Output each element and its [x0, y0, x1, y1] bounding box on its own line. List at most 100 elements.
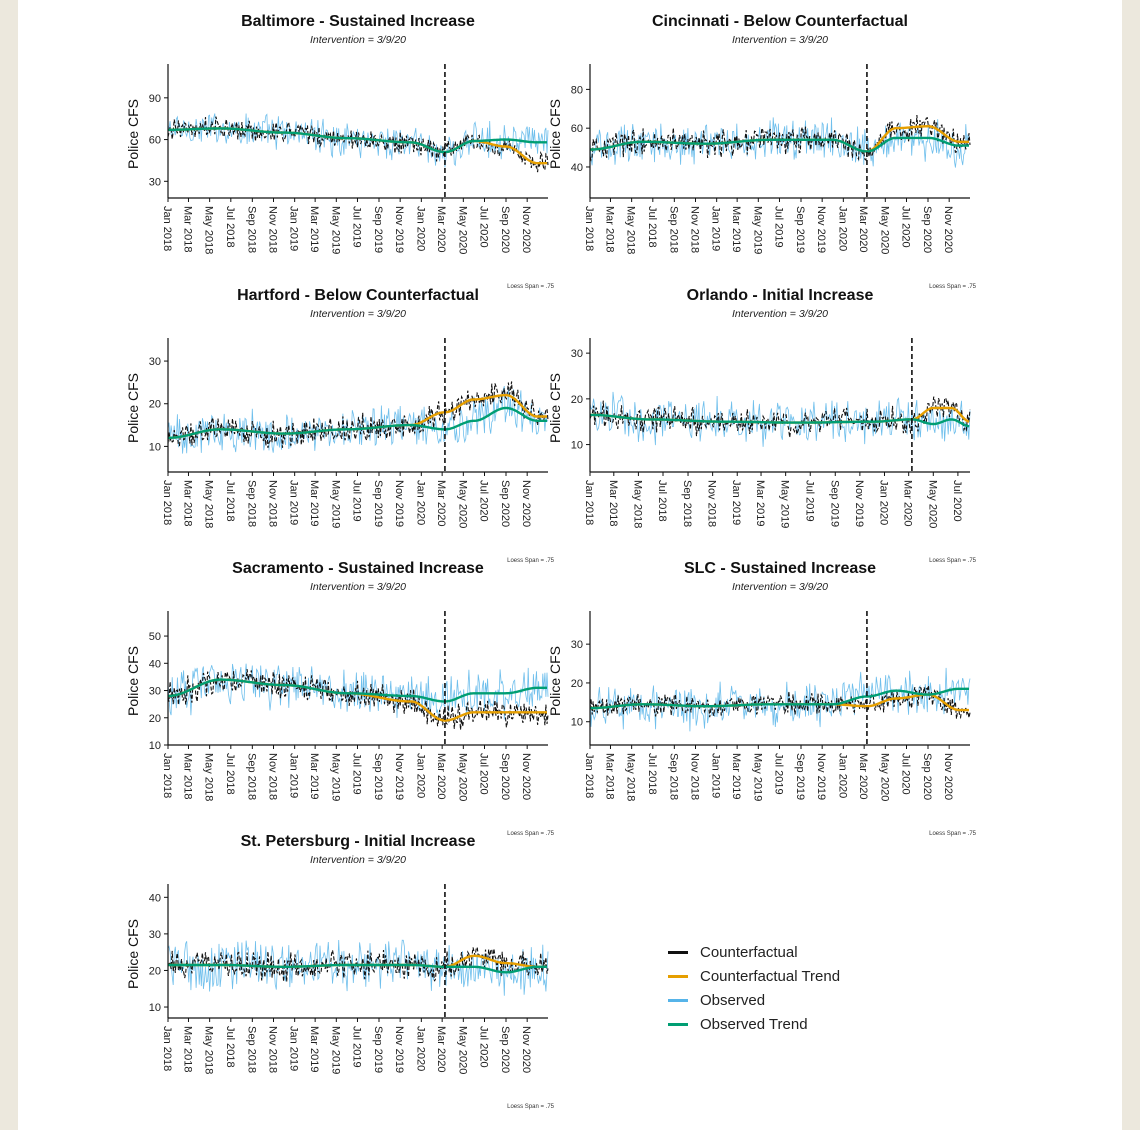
x-tick-label: Mar 2018 — [181, 753, 193, 799]
legend-label: Counterfactual — [700, 943, 798, 961]
x-tick-label: Jul 2020 — [477, 753, 489, 795]
x-tick-label: May 2020 — [456, 1026, 468, 1074]
x-tick-label: Mar 2018 — [603, 206, 615, 252]
x-tick-label: Jul 2020 — [477, 480, 489, 522]
x-tick-label: Nov 2018 — [706, 480, 718, 527]
x-tick-label: Nov 2020 — [520, 206, 532, 253]
y-axis-label: Police CFS — [125, 919, 141, 989]
x-tick-label: Nov 2020 — [942, 206, 954, 253]
loess-span-caption: Loess Span = .75 — [507, 1104, 555, 1110]
y-axis-label: Police CFS — [547, 646, 563, 716]
chart-subtitle: Intervention = 3/9/20 — [732, 581, 828, 593]
observed-trend-line — [590, 413, 970, 428]
x-tick-label: Jul 2018 — [646, 753, 658, 795]
legend-label: Observed — [700, 991, 766, 1009]
observed-trend-line — [590, 136, 969, 153]
x-tick-label: Jul 2018 — [646, 206, 658, 248]
x-tick-label: Nov 2020 — [520, 753, 532, 800]
x-tick-label: May 2020 — [878, 753, 890, 801]
x-tick-label: Jan 2018 — [161, 206, 173, 251]
x-tick-label: Sep 2020 — [499, 206, 511, 253]
chart-subtitle: Intervention = 3/9/20 — [310, 308, 406, 320]
y-tick-label: 60 — [149, 135, 161, 147]
y-tick-label: 10 — [149, 1002, 161, 1014]
x-tick-label: Jan 2019 — [288, 1026, 300, 1071]
chart-subtitle: Intervention = 3/9/20 — [732, 34, 828, 46]
legend-swatch-counterfactual-trend — [668, 974, 688, 978]
x-tick-label: May 2019 — [329, 206, 341, 254]
loess-span-caption: Loess Span = .75 — [929, 831, 977, 837]
loess-span-caption: Loess Span = .75 — [507, 558, 555, 564]
legend: Counterfactual Counterfactual Trend Obse… — [668, 940, 840, 1036]
chart-panel-3: Orlando - Initial Increase Intervention =… — [547, 287, 977, 564]
x-tick-label: May 2018 — [203, 1026, 215, 1074]
x-tick-label: May 2019 — [751, 753, 763, 801]
x-tick-label: May 2018 — [625, 206, 637, 254]
x-tick-label: Jul 2018 — [224, 753, 236, 795]
x-tick-label: Jan 2018 — [583, 206, 595, 251]
x-tick-label: Jan 2020 — [414, 480, 426, 525]
x-tick-label: Nov 2019 — [393, 1026, 405, 1073]
x-tick-label: Sep 2019 — [372, 1026, 384, 1073]
y-tick-label: 30 — [149, 686, 161, 698]
counterfactual-series-line — [167, 669, 549, 730]
y-tick-label: 40 — [571, 162, 583, 174]
x-tick-label: Mar 2020 — [435, 1026, 447, 1072]
chart-title: Cincinnati - Below Counterfactual — [652, 13, 908, 30]
x-tick-label: Mar 2019 — [308, 480, 320, 526]
x-tick-label: Sep 2019 — [372, 753, 384, 800]
chart-panel-6: St. Petersburg - Initial Increase Interve… — [125, 833, 555, 1110]
x-tick-label: Nov 2019 — [393, 480, 405, 527]
x-tick-label: Jan 2019 — [288, 753, 300, 798]
x-tick-label: Sep 2019 — [794, 206, 806, 253]
x-tick-label: Mar 2019 — [308, 1026, 320, 1072]
x-tick-label: Jan 2020 — [836, 753, 848, 798]
x-tick-label: Jul 2020 — [951, 480, 963, 522]
chart-title: Hartford - Below Counterfactual — [237, 287, 479, 304]
y-tick-label: 30 — [149, 929, 161, 941]
x-tick-label: Nov 2018 — [266, 206, 278, 253]
x-tick-label: Jan 2020 — [414, 206, 426, 251]
x-tick-label: Mar 2020 — [435, 206, 447, 252]
x-tick-label: Jul 2019 — [350, 753, 362, 795]
x-tick-label: May 2019 — [329, 1026, 341, 1074]
x-tick-label: May 2018 — [203, 480, 215, 528]
x-tick-label: May 2020 — [456, 206, 468, 254]
x-tick-label: Sep 2018 — [245, 1026, 257, 1073]
x-tick-label: Nov 2019 — [815, 206, 827, 253]
y-axis-label: Police CFS — [547, 373, 563, 443]
x-tick-label: May 2020 — [456, 480, 468, 528]
x-tick-label: Mar 2020 — [857, 753, 869, 799]
x-tick-label: Mar 2020 — [435, 753, 447, 799]
x-tick-label: Jan 2019 — [730, 480, 742, 525]
legend-swatch-counterfactual — [668, 950, 688, 954]
y-tick-label: 60 — [571, 123, 583, 135]
y-tick-label: 10 — [571, 440, 583, 452]
x-tick-label: Jul 2019 — [350, 206, 362, 248]
x-tick-label: Jan 2018 — [161, 1026, 173, 1071]
y-tick-label: 40 — [149, 892, 161, 904]
y-tick-label: 20 — [149, 399, 161, 411]
x-tick-label: Jan 2020 — [836, 206, 848, 251]
x-tick-label: Nov 2019 — [393, 753, 405, 800]
y-tick-label: 10 — [571, 717, 583, 729]
x-tick-label: Mar 2018 — [603, 753, 615, 799]
x-tick-label: Nov 2018 — [688, 206, 700, 253]
observed-trend-line — [168, 406, 547, 440]
chart-panel-1: Cincinnati - Below Counterfactual Interve… — [547, 13, 977, 290]
chart-title: Baltimore - Sustained Increase — [241, 13, 475, 30]
x-tick-label: Nov 2019 — [393, 206, 405, 253]
x-tick-label: Jul 2018 — [224, 206, 236, 248]
x-tick-label: Jan 2019 — [288, 480, 300, 525]
x-tick-label: Nov 2019 — [853, 480, 865, 527]
y-tick-label: 30 — [571, 348, 583, 360]
y-tick-label: 20 — [571, 394, 583, 406]
x-tick-label: Jul 2019 — [350, 1026, 362, 1068]
y-axis-label: Police CFS — [125, 99, 141, 169]
x-tick-label: Nov 2018 — [266, 753, 278, 800]
x-tick-label: Nov 2020 — [942, 753, 954, 800]
legend-item-observed: Observed — [668, 988, 840, 1012]
loess-span-caption: Loess Span = .75 — [507, 831, 555, 837]
x-tick-label: Sep 2018 — [667, 206, 679, 253]
legend-swatch-observed-trend — [668, 1022, 688, 1026]
